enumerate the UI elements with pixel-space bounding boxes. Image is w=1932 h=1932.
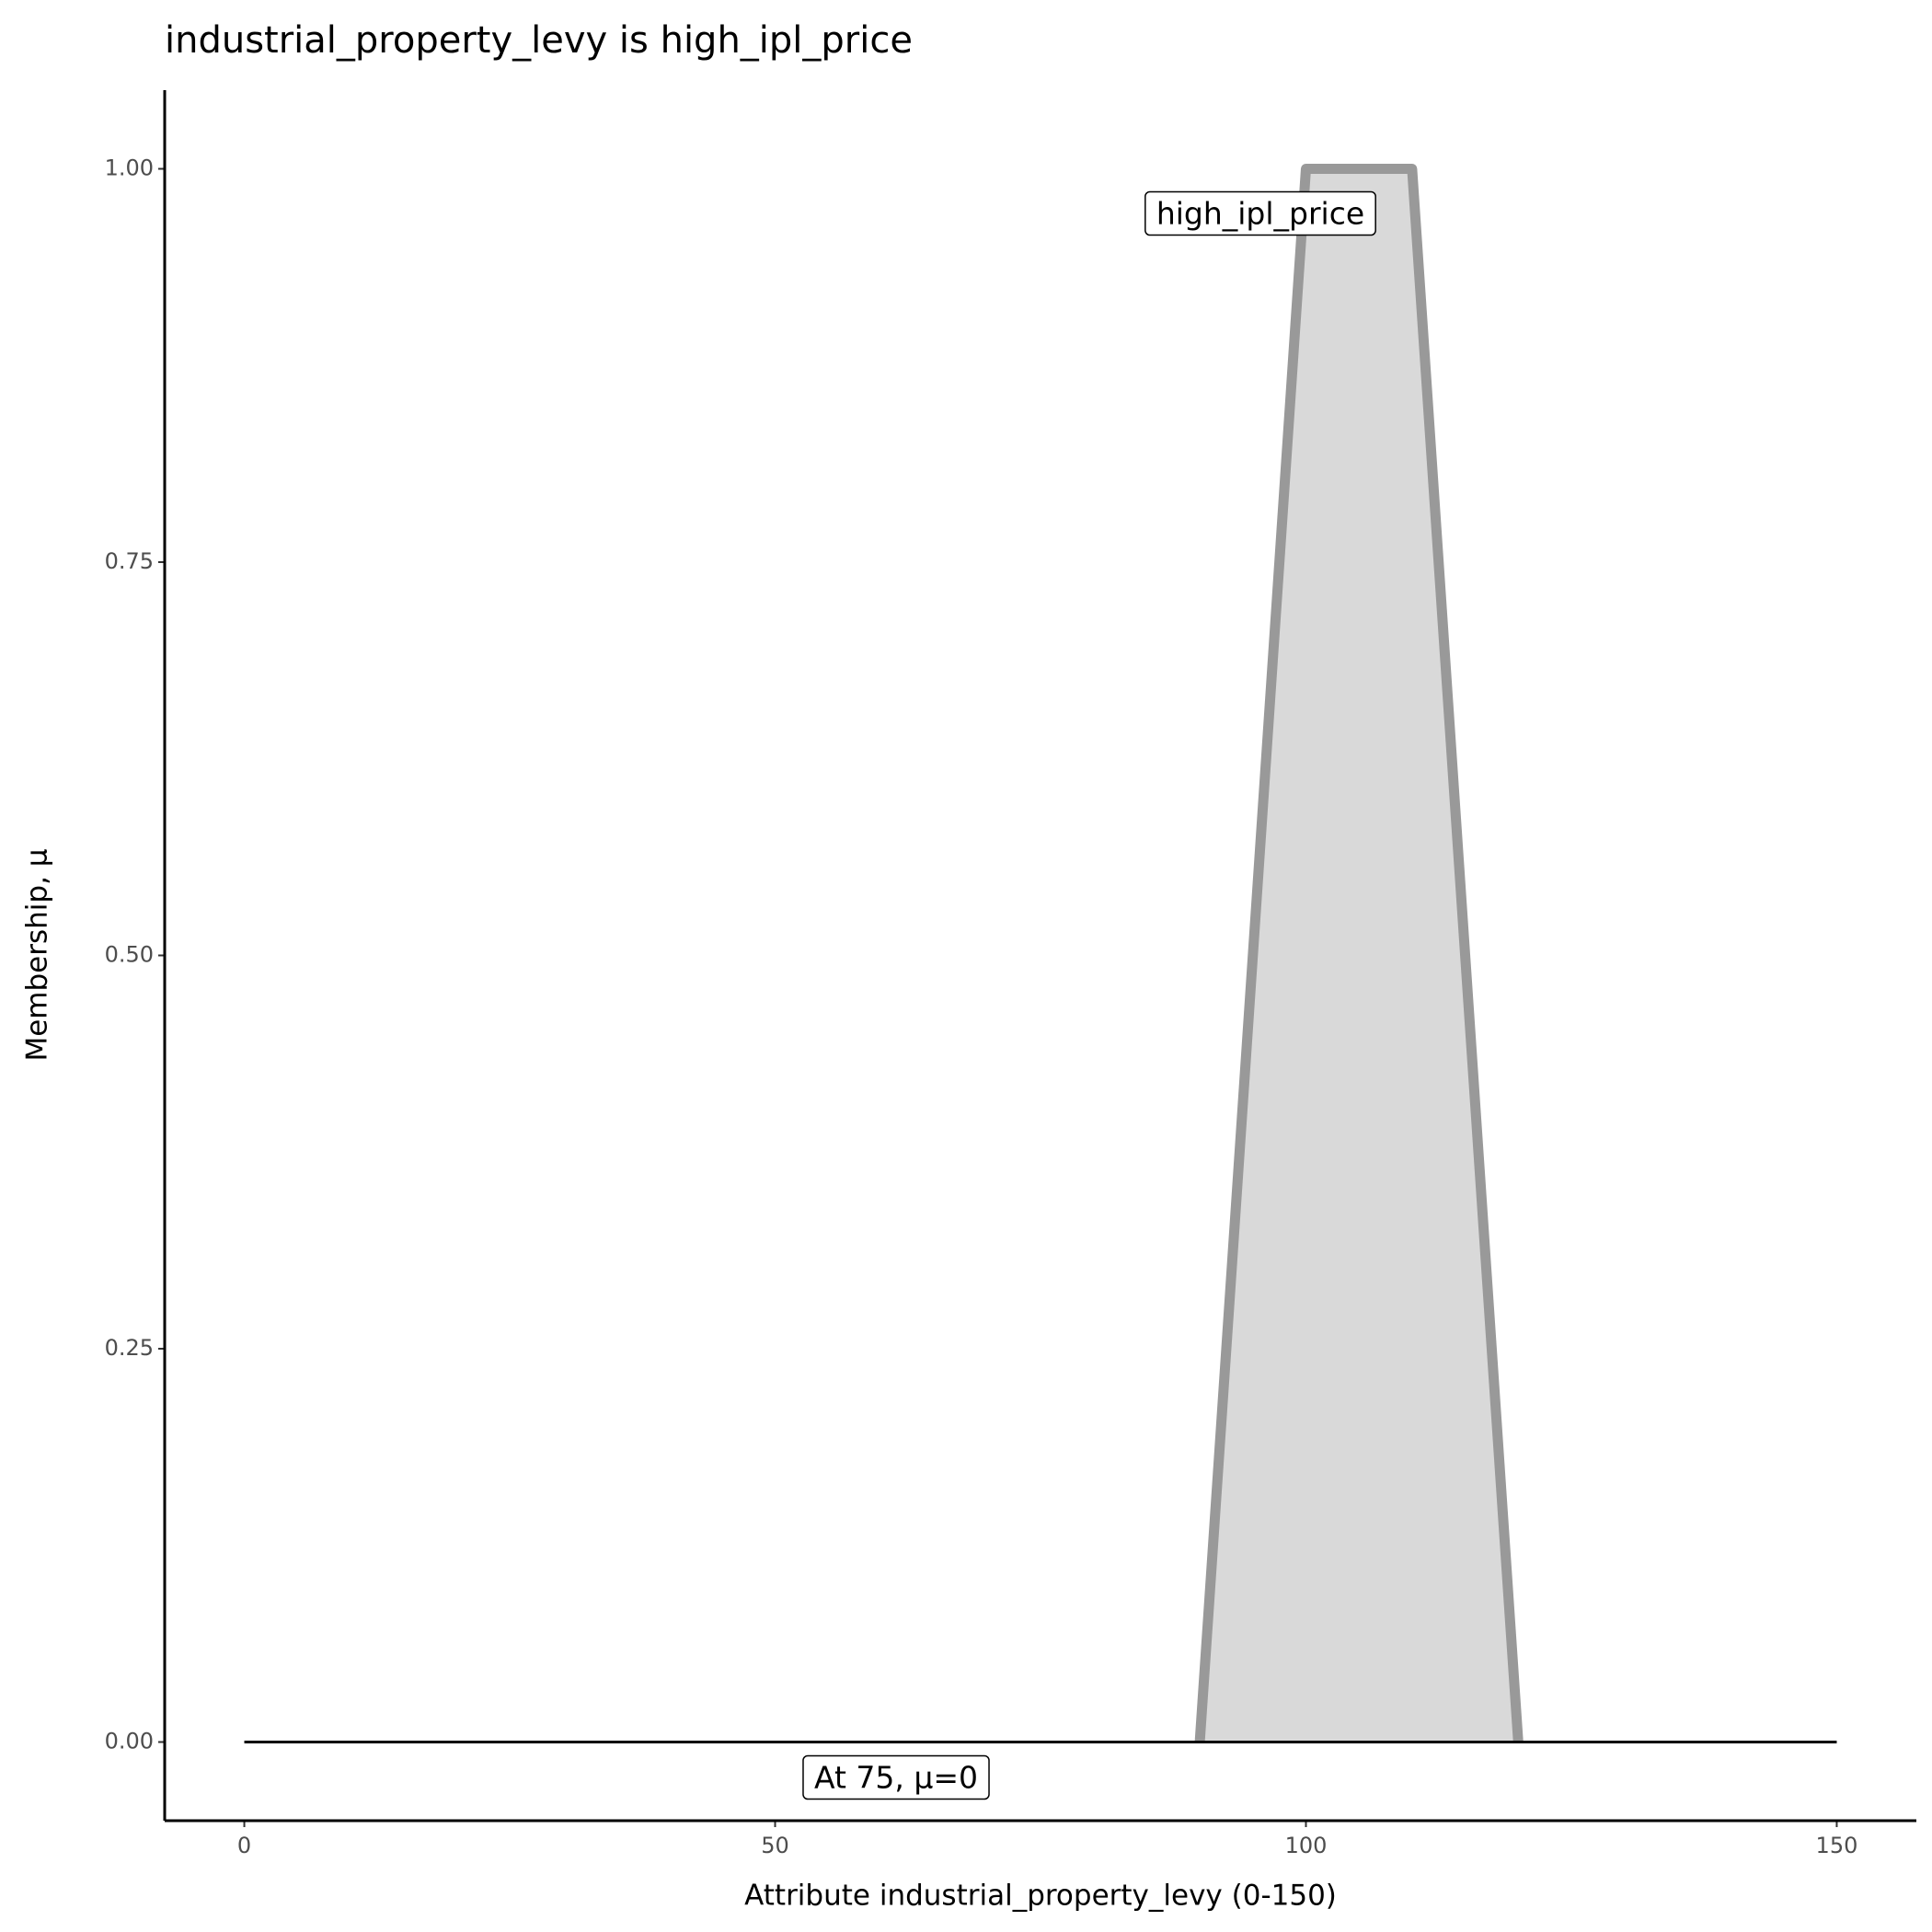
annotation: At 75, μ=0 (814, 1760, 978, 1796)
x-tick-label: 0 (237, 1833, 251, 1858)
membership-area (1194, 164, 1524, 1742)
y-tick-label: 0.00 (105, 1729, 154, 1754)
annotation-box (802, 1754, 990, 1800)
chart-title: industrial_property_levy is high_ipl_pri… (165, 19, 913, 62)
y-tick-label: 1.00 (105, 155, 154, 181)
series-label: high_ipl_price (1156, 196, 1364, 232)
y-tick-label: 0.50 (105, 942, 154, 968)
x-axis-title: Attribute industrial_property_levy (0-15… (744, 1880, 1337, 1913)
x-tick-label: 100 (1285, 1833, 1328, 1858)
series-label-box (1144, 190, 1376, 236)
membership-area-fill (1200, 168, 1519, 1742)
y-tick-label: 0.75 (105, 548, 154, 574)
y-tick-label: 0.25 (105, 1335, 154, 1361)
y-axis-title: Membership, μ (21, 848, 54, 1061)
x-tick-label: 50 (761, 1833, 789, 1858)
x-tick-label: 150 (1816, 1833, 1858, 1858)
